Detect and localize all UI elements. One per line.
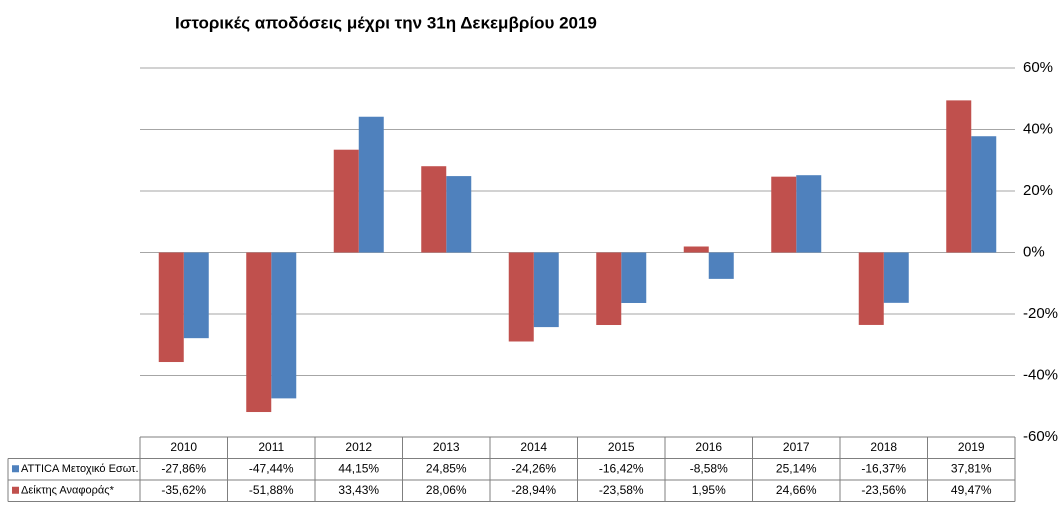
- bar: [946, 100, 972, 253]
- x-tick-label: 2010: [170, 440, 197, 454]
- data-label: 37,81%: [951, 461, 992, 475]
- bar: [621, 252, 647, 303]
- data-label: -27,86%: [161, 461, 206, 475]
- x-tick-label: 2019: [958, 440, 985, 454]
- data-label: 1,95%: [692, 483, 726, 497]
- data-label: 49,47%: [951, 483, 992, 497]
- x-tick-label: 2015: [608, 440, 635, 454]
- legend-label: Δείκτης Αναφοράς*: [21, 485, 115, 497]
- bar: [333, 149, 359, 253]
- legend-swatch: [12, 486, 19, 494]
- x-tick-label: 2013: [433, 440, 460, 454]
- data-label: 24,85%: [426, 461, 467, 475]
- bar: [771, 176, 797, 253]
- y-tick-label: 0%: [1023, 243, 1045, 260]
- bar: [358, 116, 384, 253]
- y-tick-label: 20%: [1023, 182, 1053, 199]
- data-label: -16,37%: [861, 461, 906, 475]
- y-tick-label: 40%: [1023, 120, 1053, 137]
- x-tick-label: 2012: [345, 440, 372, 454]
- data-label: -16,42%: [599, 461, 644, 475]
- data-label: -23,56%: [861, 483, 906, 497]
- bar: [421, 166, 447, 253]
- data-label: 24,66%: [776, 483, 817, 497]
- data-label: -8,58%: [690, 461, 728, 475]
- y-tick-label: 60%: [1023, 59, 1053, 76]
- bar: [796, 175, 822, 253]
- bar: [158, 252, 184, 363]
- data-label: 33,43%: [338, 483, 379, 497]
- bar: [271, 252, 297, 399]
- x-tick-label: 2011: [258, 440, 284, 454]
- bar: [446, 176, 472, 253]
- bar: [971, 136, 997, 253]
- data-label: -47,44%: [249, 461, 294, 475]
- y-tick-label: -60%: [1023, 428, 1058, 445]
- bar: [883, 252, 909, 303]
- bar: [596, 252, 622, 326]
- data-label: -51,88%: [249, 483, 294, 497]
- y-tick-label: -20%: [1023, 305, 1058, 322]
- data-label: -28,94%: [511, 483, 556, 497]
- data-label: -24,26%: [511, 461, 556, 475]
- data-label: -35,62%: [161, 483, 206, 497]
- bar: [683, 246, 709, 253]
- x-tick-label: 2018: [870, 440, 897, 454]
- bar: [508, 252, 534, 342]
- chart-title: Ιστορικές αποδόσεις μέχρι την 31η Δεκεμβ…: [175, 13, 597, 32]
- legend-label: ATTICA Μετοχικό Εσωτ.: [21, 463, 139, 475]
- data-label: -23,58%: [599, 483, 644, 497]
- x-tick-label: 2017: [783, 440, 810, 454]
- y-tick-label: -40%: [1023, 366, 1058, 383]
- legend-swatch: [12, 465, 19, 473]
- data-label: 28,06%: [426, 483, 467, 497]
- bar: [533, 252, 559, 328]
- x-tick-label: 2014: [520, 440, 547, 454]
- bar: [183, 252, 209, 339]
- x-tick-label: 2016: [695, 440, 722, 454]
- data-label: 44,15%: [338, 461, 379, 475]
- bar: [858, 252, 884, 325]
- data-label: 25,14%: [776, 461, 817, 475]
- bar: [708, 252, 734, 279]
- bar: [246, 252, 272, 413]
